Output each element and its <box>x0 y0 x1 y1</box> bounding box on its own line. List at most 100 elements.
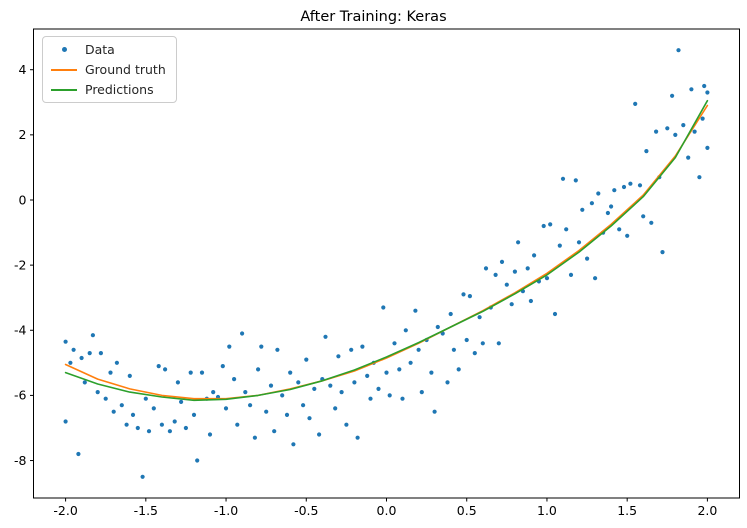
scatter-point <box>686 155 691 160</box>
scatter-point <box>509 302 514 307</box>
scatter-point <box>195 458 200 463</box>
x-tick-label: 0.0 <box>377 503 397 518</box>
scatter-point <box>525 266 530 271</box>
scatter-point <box>568 272 574 277</box>
scatter-point <box>573 178 578 183</box>
scatter-point <box>641 214 646 219</box>
scatter-point <box>264 409 269 414</box>
scatter-point <box>304 357 309 362</box>
scatter-point <box>240 331 245 336</box>
scatter-point <box>301 403 306 408</box>
scatter-point <box>435 324 440 330</box>
scatter-point <box>256 367 261 372</box>
scatter-point <box>63 419 68 424</box>
scatter-point <box>76 451 81 457</box>
scatter-point <box>548 222 553 227</box>
scatter-point <box>235 422 240 427</box>
scatter-point <box>532 253 537 258</box>
scatter-point <box>464 337 469 343</box>
scatter-point <box>557 243 562 248</box>
scatter-point <box>700 116 705 121</box>
scatter-point <box>355 435 360 440</box>
scatter-point <box>541 223 546 229</box>
x-tick-label: 1.0 <box>537 503 557 518</box>
scatter-point <box>692 129 697 134</box>
scatter-point <box>163 367 168 372</box>
y-tick-label: -2 <box>14 257 26 272</box>
scatter-point <box>617 227 622 232</box>
scatter-point <box>98 351 103 356</box>
scatter-point <box>344 422 349 427</box>
scatter-point <box>644 149 649 154</box>
scatter-point <box>227 344 232 349</box>
scatter-point <box>625 233 630 238</box>
scatter-point <box>333 406 338 411</box>
x-tick-label: -1.0 <box>214 503 238 518</box>
scatter-point <box>339 390 344 395</box>
scatter-point <box>477 315 482 320</box>
scatter-point <box>552 311 558 317</box>
scatter-point <box>403 328 408 333</box>
scatter-point <box>119 403 124 408</box>
scatter-point <box>108 370 113 375</box>
scatter-point <box>90 333 95 338</box>
scatter-point <box>172 419 177 424</box>
scatter-point <box>291 442 296 447</box>
scatter-point <box>621 184 627 190</box>
line-icon <box>51 88 77 91</box>
y-tick-label: -8 <box>14 453 27 468</box>
scatter-point <box>564 227 569 232</box>
scatter-point <box>243 390 248 395</box>
scatter-point <box>296 380 301 385</box>
y-tick-label: -6 <box>14 388 27 403</box>
scatter-point <box>451 347 456 352</box>
y-tick-label: -4 <box>14 323 27 338</box>
scatter-point <box>689 87 694 92</box>
scatter-point <box>365 373 370 378</box>
scatter-point <box>312 386 317 391</box>
line-icon <box>51 68 77 71</box>
y-tick-label: 0 <box>19 192 27 207</box>
x-tick-label: 2.0 <box>697 503 717 518</box>
scatter-point <box>381 305 386 310</box>
predictions-line <box>64 99 709 402</box>
scatter-point <box>368 396 373 401</box>
scatter-point <box>272 429 277 434</box>
scatter-point <box>95 390 100 395</box>
scatter-point <box>504 282 509 287</box>
scatter-point <box>609 204 614 209</box>
scatter-point <box>188 370 193 375</box>
scatter-point <box>472 351 477 356</box>
chart-title: After Training: Keras <box>300 9 447 25</box>
scatter-point <box>665 126 670 131</box>
scatter-point <box>445 380 450 385</box>
scatter-point <box>248 403 253 408</box>
scatter-marker-icon <box>51 47 77 52</box>
scatter-point <box>140 474 145 479</box>
scatter-point <box>114 360 119 365</box>
scatter-point <box>461 292 466 297</box>
x-tick-label: -2.0 <box>53 503 77 518</box>
scatter-point <box>499 259 505 264</box>
legend: Data Ground truth Predictions <box>42 36 177 103</box>
ground-truth-line <box>64 104 709 400</box>
scatter-point <box>220 364 225 369</box>
scatter-point <box>167 429 172 434</box>
scatter-point <box>432 409 437 414</box>
scatter-point <box>512 269 518 274</box>
scatter-point <box>156 364 161 369</box>
scatter-point <box>576 240 582 245</box>
scatter-point <box>408 360 413 365</box>
scatter-point <box>705 90 710 95</box>
scatter-point <box>589 201 595 206</box>
scatter-point <box>63 339 68 344</box>
scatter-point <box>496 341 501 346</box>
scatter-point <box>111 409 116 414</box>
legend-label: Ground truth <box>85 62 166 77</box>
scatter-point <box>493 272 498 277</box>
x-tick-label: 0.5 <box>457 503 477 518</box>
scatter-point <box>103 396 108 401</box>
scatter-point <box>673 132 678 137</box>
scatter-point <box>637 183 643 188</box>
